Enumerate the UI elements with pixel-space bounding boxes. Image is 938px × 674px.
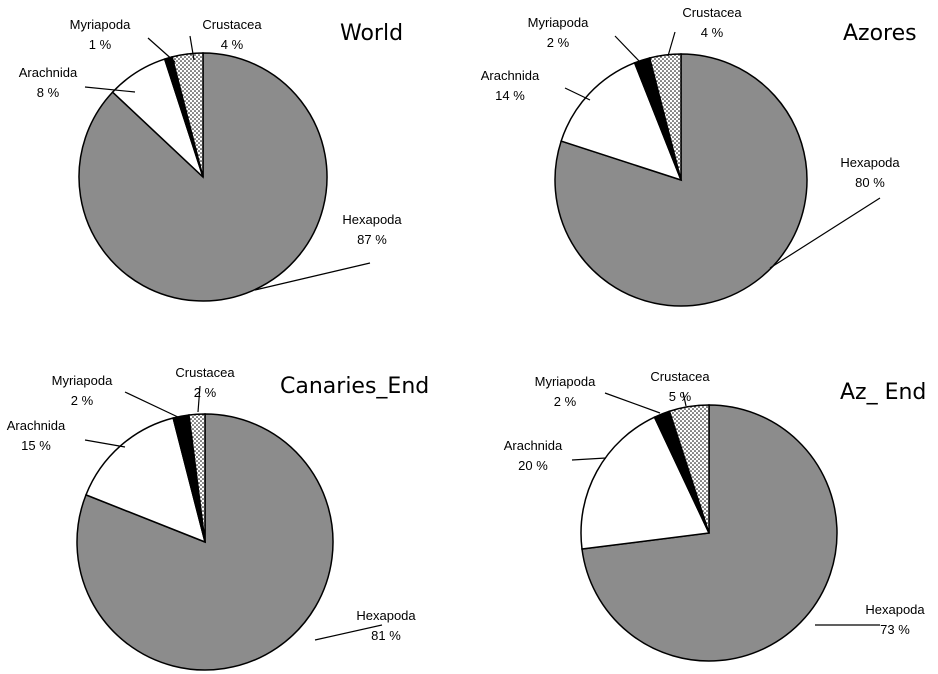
slice-label-arachnida: Arachnida <box>19 65 78 80</box>
chart-title: Az_ End <box>840 380 926 405</box>
leader-line-myriapoda <box>604 392 661 414</box>
slice-label-hexapoda: Hexapoda <box>342 212 402 227</box>
chart-title: Canaries_End <box>280 374 429 399</box>
pie-chart-1: World Hexapoda 87 % Arachnida 8 % Myriapoda 1 … <box>19 17 403 302</box>
slice-value-arachnida: 8 % <box>37 85 60 100</box>
slice-label-crustacea: Crustacea <box>650 369 710 384</box>
leader-line-arachnida <box>564 87 591 101</box>
slice-label-arachnida: Arachnida <box>481 68 540 83</box>
slice-value-crustacea: 2 % <box>194 385 217 400</box>
pie-chart-2: Azores Hexapoda 80 % Arachnida 14 % Myriapoda… <box>481 5 917 307</box>
leader-line-arachnida <box>84 86 136 93</box>
slice-value-myriapoda: 2 % <box>547 35 570 50</box>
slice-value-hexapoda: 80 % <box>855 175 885 190</box>
slice-value-myriapoda: 2 % <box>71 393 94 408</box>
slice-label-hexapoda: Hexapoda <box>840 155 900 170</box>
leader-line-hexapoda <box>314 624 383 641</box>
slice-label-hexapoda: Hexapoda <box>356 608 416 623</box>
slice-value-arachnida: 15 % <box>21 438 51 453</box>
pie-slice-crustacea <box>171 52 204 178</box>
slice-value-hexapoda: 73 % <box>880 622 910 637</box>
slice-label-crustacea: Crustacea <box>202 17 262 32</box>
slice-value-hexapoda: 81 % <box>371 628 401 643</box>
slice-label-hexapoda: Hexapoda <box>865 602 925 617</box>
slice-value-arachnida: 20 % <box>518 458 548 473</box>
pie-slice-crustacea <box>648 53 682 181</box>
slice-value-myriapoda: 2 % <box>554 394 577 409</box>
slice-label-arachnida: Arachnida <box>7 418 66 433</box>
leader-line-crustacea <box>197 385 201 413</box>
leader-line-hexapoda <box>254 262 371 291</box>
leader-line-crustacea <box>667 31 676 57</box>
slice-value-crustacea: 5 % <box>669 389 692 404</box>
leader-line-crustacea <box>189 35 195 61</box>
chart-title: Azores <box>843 21 917 46</box>
slice-label-arachnida: Arachnida <box>504 438 563 453</box>
pie-chart-3: Canaries_End Hexapoda 81 % Arachnida 15 % Myr… <box>7 365 429 671</box>
pie-chart-4: Az_ End Hexapoda 73 % Arachnida 20 % Myriapod… <box>504 369 926 662</box>
pie-slice-crustacea <box>668 404 710 534</box>
leader-line-arachnida <box>84 439 126 448</box>
leader-line-myriapoda <box>147 37 176 63</box>
leader-line-arachnida <box>571 457 607 461</box>
chart-title: World <box>340 21 403 46</box>
leader-line-myriapoda <box>614 35 641 63</box>
leader-line-crustacea <box>682 391 687 407</box>
slice-label-myriapoda: Myriapoda <box>52 373 113 388</box>
slice-value-crustacea: 4 % <box>221 37 244 52</box>
slice-value-crustacea: 4 % <box>701 25 724 40</box>
pie-slice-crustacea <box>188 413 206 543</box>
slice-label-myriapoda: Myriapoda <box>70 17 131 32</box>
slice-label-myriapoda: Myriapoda <box>528 15 589 30</box>
leader-line-myriapoda <box>124 391 181 419</box>
leader-line-hexapoda <box>769 197 881 269</box>
slice-label-myriapoda: Myriapoda <box>535 374 596 389</box>
slice-value-myriapoda: 1 % <box>89 37 112 52</box>
slice-value-hexapoda: 87 % <box>357 232 387 247</box>
pie-slice-arachnida <box>580 416 711 550</box>
slice-value-arachnida: 14 % <box>495 88 525 103</box>
slice-label-crustacea: Crustacea <box>682 5 742 20</box>
pie-slice-arachnida <box>560 61 683 182</box>
slice-label-crustacea: Crustacea <box>175 365 235 380</box>
